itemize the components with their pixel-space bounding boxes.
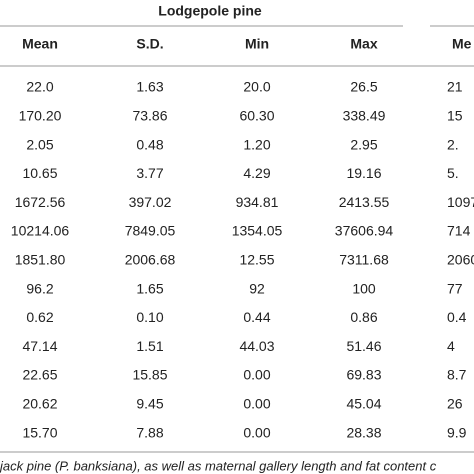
cell: 1.51 [136,338,163,354]
cell: 0.00 [243,396,270,412]
cell: 1.65 [136,280,163,296]
cell: 0.86 [350,309,377,325]
cell: 92 [249,280,265,296]
cell: 28.38 [346,424,381,440]
cell: 170.20 [19,108,62,124]
cell: 15 [447,108,463,124]
cell: 0.48 [136,136,163,152]
cell: 26 [447,396,463,412]
cell: 21 [447,79,463,95]
cell: 4 [447,338,455,354]
footnote: jack pine (P. banksiana), as well as mat… [0,458,437,473]
cell: 1672.56 [15,194,66,210]
cell: 2413.55 [339,194,390,210]
group-title: Lodgepole pine [158,3,262,19]
cell: 26.5 [350,79,377,95]
cell: 15.70 [22,424,57,440]
cell: 0.44 [243,309,270,325]
cell: 1.63 [136,79,163,95]
cell: 77 [447,280,463,296]
cell: 0.00 [243,367,270,383]
cell: 47.14 [22,338,57,354]
column-header: Mean [22,36,58,52]
cell: 1354.05 [232,223,283,239]
cell: 0.62 [26,309,53,325]
cell: 2060 [447,252,474,268]
column-header: Me [452,36,472,52]
cell: 338.49 [343,108,386,124]
cell: 10.65 [22,165,57,181]
cell: 1097 [447,194,474,210]
cell: 7849.05 [125,223,176,239]
cell: 20.0 [243,79,270,95]
cell: 714 [447,223,471,239]
cell: 2.95 [350,136,377,152]
cell: 45.04 [346,396,381,412]
column-header: S.D. [136,36,163,52]
cell: 73.86 [132,108,167,124]
cell: 0.00 [243,424,270,440]
cell: 4.29 [243,165,270,181]
cell: 2. [447,136,459,152]
cell: 1851.80 [15,252,66,268]
cell: 12.55 [239,252,274,268]
cell: 15.85 [132,367,167,383]
cell: 1.20 [243,136,270,152]
cell: 7.88 [136,424,163,440]
cell: 2006.68 [125,252,176,268]
column-header: Min [245,36,269,52]
cell: 22.65 [22,367,57,383]
cell: 397.02 [129,194,172,210]
cell: 0.4 [447,309,467,325]
cell: 9.45 [136,396,163,412]
column-header: Max [350,36,377,52]
cell: 69.83 [346,367,381,383]
cell: 51.46 [346,338,381,354]
cell: 934.81 [236,194,279,210]
cell: 96.2 [26,280,53,296]
cell: 8.7 [447,367,467,383]
cell: 60.30 [239,108,274,124]
cell: 3.77 [136,165,163,181]
cell: 2.05 [26,136,53,152]
cell: 5. [447,165,459,181]
cell: 7311.68 [339,252,389,268]
cell: 20.62 [22,396,57,412]
cell: 0.10 [136,309,163,325]
cell: 37606.94 [335,223,394,239]
cell: 22.0 [26,79,53,95]
cell: 10214.06 [11,223,70,239]
cell: 9.9 [447,424,467,440]
cell: 44.03 [239,338,274,354]
cell: 19.16 [346,165,381,181]
cell: 100 [352,280,376,296]
